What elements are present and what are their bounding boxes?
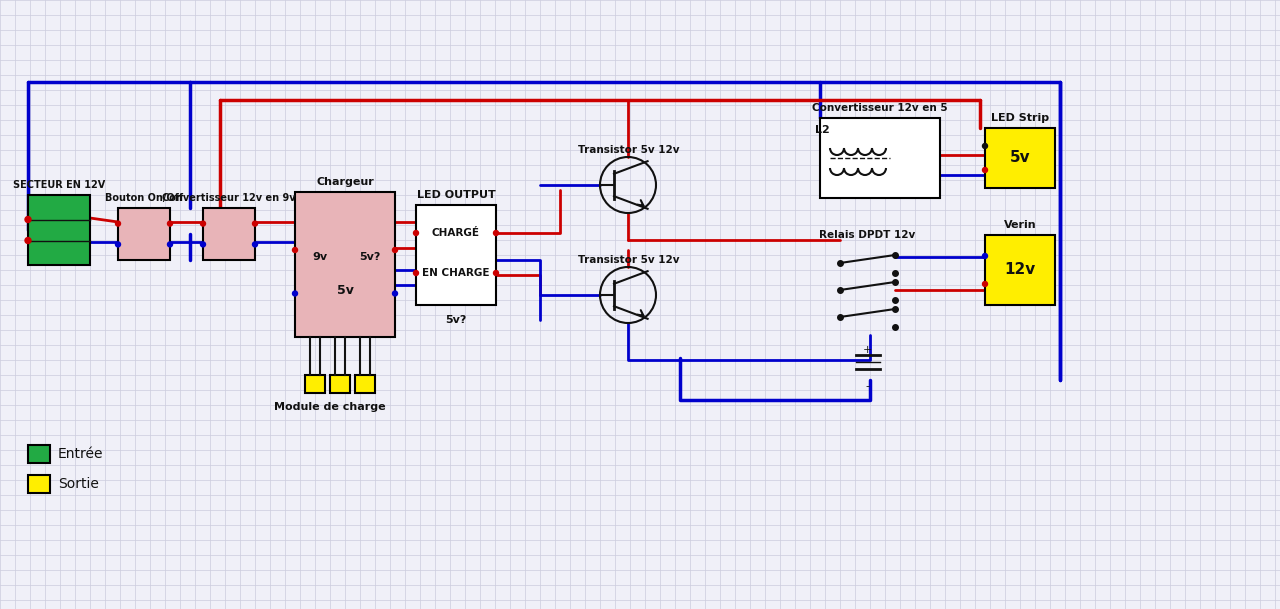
FancyBboxPatch shape (118, 208, 170, 260)
FancyBboxPatch shape (204, 208, 255, 260)
Text: Entrée: Entrée (58, 447, 104, 461)
Text: 9v: 9v (312, 252, 328, 262)
Text: Transistor 5v 12v: Transistor 5v 12v (579, 255, 680, 265)
FancyBboxPatch shape (416, 205, 497, 305)
Circle shape (983, 144, 987, 149)
Text: 5v: 5v (337, 284, 353, 297)
FancyBboxPatch shape (28, 195, 90, 265)
Text: CHARGÉ: CHARGÉ (433, 228, 480, 238)
FancyBboxPatch shape (330, 375, 349, 393)
Text: Relais DPDT 12v: Relais DPDT 12v (819, 230, 915, 240)
Text: 5v?: 5v? (445, 315, 467, 325)
Text: Bouton On/Off: Bouton On/Off (105, 193, 183, 203)
Circle shape (201, 221, 206, 226)
Circle shape (252, 221, 257, 226)
Text: 5v?: 5v? (360, 252, 380, 262)
Circle shape (983, 167, 987, 172)
Circle shape (413, 270, 419, 275)
Text: 12v: 12v (1005, 262, 1036, 278)
FancyBboxPatch shape (294, 192, 396, 337)
Text: EN CHARGE: EN CHARGE (422, 268, 490, 278)
Text: Sortie: Sortie (58, 477, 99, 491)
Circle shape (983, 253, 987, 258)
Text: Verin: Verin (1004, 220, 1037, 230)
Text: Chargeur: Chargeur (316, 177, 374, 187)
Circle shape (293, 291, 297, 296)
Text: L2: L2 (815, 125, 829, 135)
Text: LED Strip: LED Strip (991, 113, 1050, 123)
Text: 5v: 5v (1010, 150, 1030, 166)
FancyBboxPatch shape (305, 375, 325, 393)
Text: -: - (865, 381, 869, 391)
FancyBboxPatch shape (820, 118, 940, 198)
Circle shape (115, 242, 120, 247)
Text: Convertisseur 12v en 5: Convertisseur 12v en 5 (813, 103, 947, 113)
FancyBboxPatch shape (986, 128, 1055, 188)
Circle shape (26, 238, 31, 244)
Circle shape (393, 247, 398, 253)
Circle shape (252, 242, 257, 247)
Text: Convertisseur 12v en 9v: Convertisseur 12v en 9v (163, 193, 296, 203)
Circle shape (983, 281, 987, 286)
FancyBboxPatch shape (355, 375, 375, 393)
Circle shape (201, 242, 206, 247)
Circle shape (293, 247, 297, 253)
FancyBboxPatch shape (28, 445, 50, 463)
Circle shape (168, 221, 173, 226)
Circle shape (115, 221, 120, 226)
Text: Transistor 5v 12v: Transistor 5v 12v (579, 145, 680, 155)
Circle shape (494, 270, 498, 275)
Text: SECTEUR EN 12V: SECTEUR EN 12V (13, 180, 105, 190)
Text: LED OUTPUT: LED OUTPUT (416, 190, 495, 200)
FancyBboxPatch shape (28, 475, 50, 493)
Circle shape (393, 291, 398, 296)
Circle shape (26, 217, 31, 222)
Circle shape (494, 230, 498, 236)
FancyBboxPatch shape (986, 235, 1055, 305)
Circle shape (168, 242, 173, 247)
Circle shape (413, 230, 419, 236)
Text: Module de charge: Module de charge (274, 402, 385, 412)
Text: +: + (863, 345, 872, 355)
